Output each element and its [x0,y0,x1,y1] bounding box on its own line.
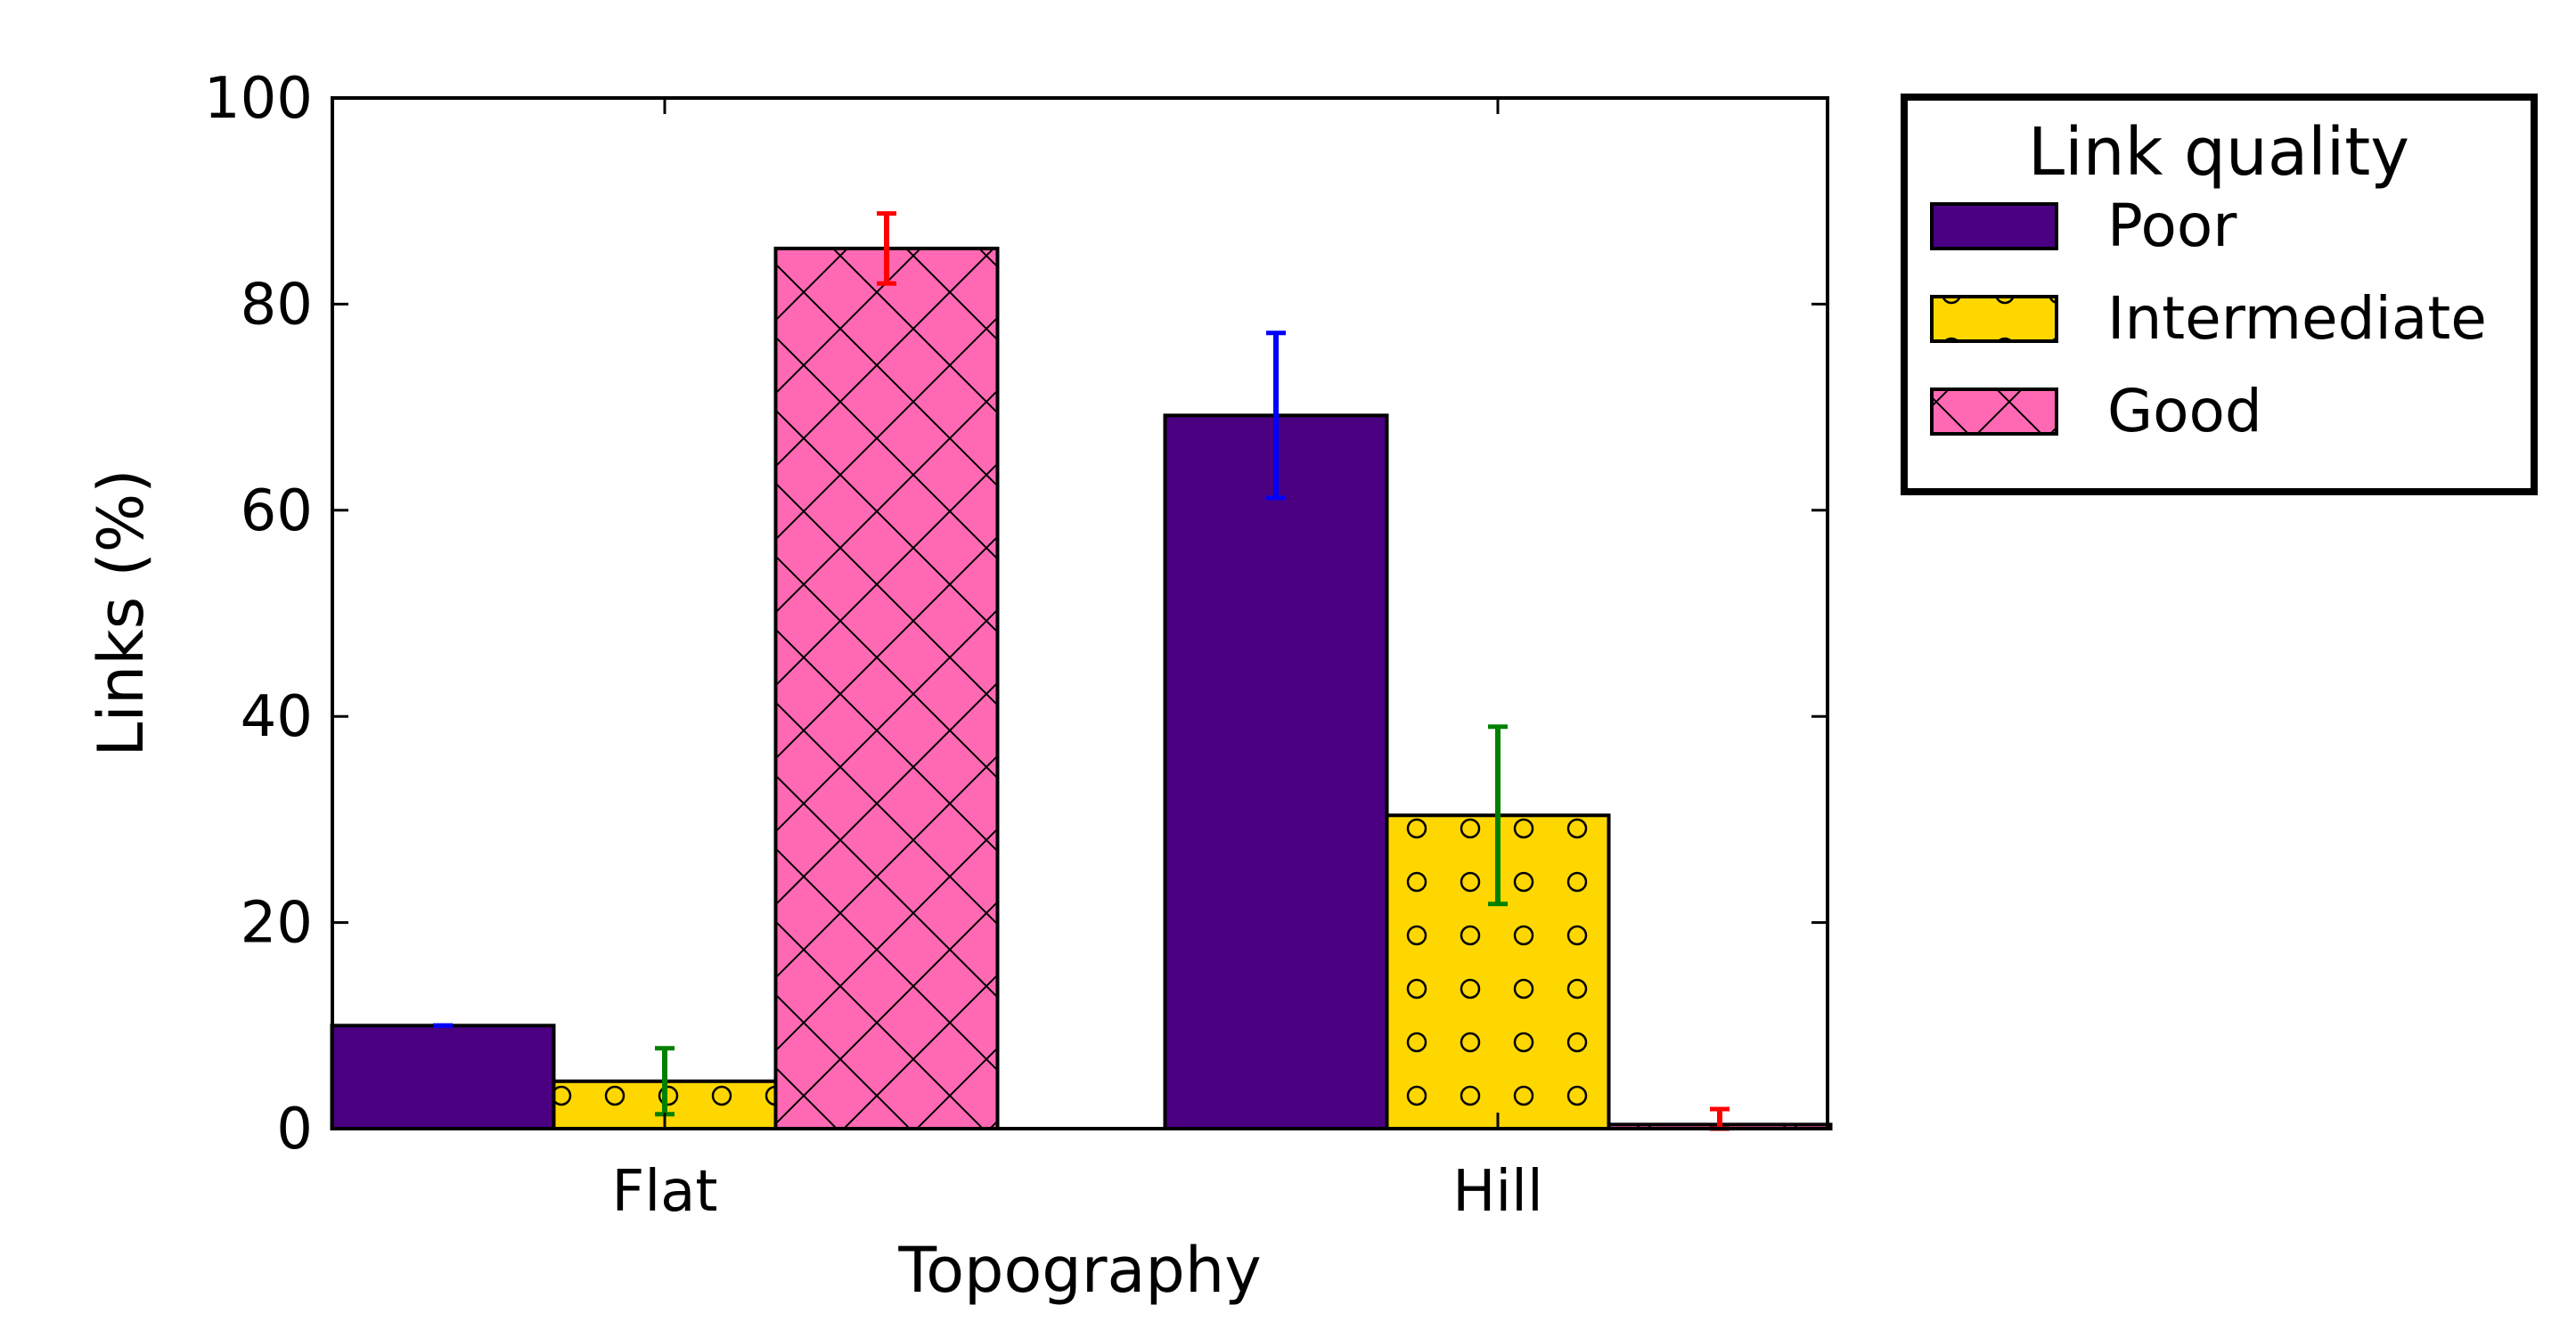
x-axis-title: Topography [897,1234,1261,1307]
y-tick-label: 0 [276,1097,313,1163]
error-bars-layer [433,211,1730,1131]
legend-swatch-hatch-good [1932,389,2057,434]
y-tick-label: 60 [241,478,313,544]
plot-frame [331,96,1829,1130]
y-tick-label: 20 [241,891,313,957]
legend-swatch-poor [1932,204,2057,249]
legend-swatch-outline-poor [1930,202,2058,250]
x-tick-label-flat: Flat [612,1159,718,1225]
legend-swatch-outline-intermediate [1930,295,2058,343]
y-tick-label: 100 [204,66,313,132]
legend-swatch-hatch-intermediate [1932,297,2057,341]
x-ticks: Flat Hill [612,98,1543,1225]
y-axis-title: Links (%) [85,469,158,756]
legend-entries: Poor Intermediate Good [1930,192,2487,445]
x-tick-label-hill: Hill [1452,1159,1542,1225]
legend: Link quality Poor Intermediate Good [1901,94,2538,495]
legend-label-good: Good [2107,377,2262,445]
bars-layer [330,246,1833,1131]
bar-hatch-good-flat [775,248,998,1129]
legend-swatch-outline-good [1930,388,2058,436]
y-tick-label: 80 [241,272,313,338]
legend-label-intermediate: Intermediate [2107,284,2487,353]
y-ticks: 0 20 40 60 80 100 [204,66,1828,1163]
y-tick-label: 40 [241,684,313,750]
legend-title: Link quality [2028,114,2409,191]
bar-poor-hill [1165,415,1387,1130]
bar-poor-flat [331,1025,554,1129]
legend-label-poor: Poor [2107,192,2237,260]
